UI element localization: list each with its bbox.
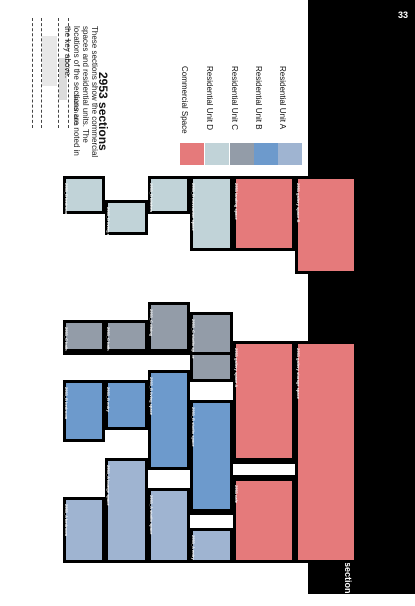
section-label-text: section 09 [343,562,353,606]
room: 2953_D mezzanine space [190,176,233,251]
body-line: locations of the sections are noted in [72,26,81,156]
room-label: 2953_B bedroom [64,387,69,420]
room-label: 2953_A lounge space [106,465,111,506]
key-block [42,36,57,86]
floor-slab [63,352,233,355]
room: 2953_B entry [105,380,148,430]
room-label: 2953 gallery space B [296,183,301,223]
body-line: the key above. [63,26,72,79]
room-label: 2953 gallery space A [234,348,239,388]
room-label: 2953_C bath [64,327,69,351]
room: 2953_C studio space [190,312,233,382]
legend-swatch [254,143,278,165]
page-number: 33 [397,10,408,20]
cut-line [32,18,35,128]
room: 2953 gallery space B [295,176,357,274]
cut-line [41,18,44,128]
legend-label: Commercial Space [180,66,189,134]
body-line: spaces and residential units. The [81,26,90,143]
key-block [59,58,67,100]
room: 2953 gallery storage space [295,341,357,563]
room-label: 2953_A studio space [149,495,154,535]
floor-gap [233,461,295,478]
room-label: 2953_A bedroom [64,504,69,537]
legend-swatch [230,143,254,165]
room: 2953_D kitchen [148,176,190,214]
room-label: 2953_B studio space [191,407,196,447]
room-label: 2953_D mezzanine space [191,183,196,231]
room-label: 2953 landing space [234,183,239,220]
cut-line [58,18,61,128]
room-label: 2953 cafe [234,485,239,504]
room: 2953_C bath [63,320,105,352]
room-label: 2953_C bath [106,327,111,351]
room: 2953_A bedroom [63,497,105,563]
room: 2953_D living space [105,200,148,245]
room: 2953 landing space [233,176,295,251]
room-label: 2953_D bedroom [64,183,69,216]
room-label: 2953_D living space [106,207,111,246]
room-label: 2953_B entry [106,387,111,412]
legend-label: Residential Unit B [254,66,263,130]
floor-slab [190,512,233,515]
room: 2953 cafe [233,478,295,563]
room: 2953_A studio space [148,488,190,563]
room: 2953_B studio space [190,400,233,512]
room: 2953_A entry [190,528,233,563]
room: 2953_B bedroom [63,380,105,442]
room: 2953 gallery space A [233,341,295,461]
room: 2953_C bath [105,320,148,352]
legend-label: Residential Unit D [205,66,214,131]
room-label: 2953_B living space [149,377,154,416]
room: 2953_D bedroom [63,176,105,216]
cut-line [68,18,71,128]
room: 2953_B living space [148,370,190,470]
legend-swatch [205,143,229,165]
legend-swatch [180,143,204,165]
legend-label: Residential Unit C [230,66,239,131]
legend-label: Residential Unit A [278,66,287,130]
room: 2953_A lounge space [105,458,148,563]
room: 2953_C dining [148,302,190,352]
room-label: 2953_C dining [149,309,154,337]
room-label: 2953 gallery storage space [296,348,301,399]
room-label: 2953_D kitchen [149,183,154,213]
section-label: section 09 [343,562,383,606]
room-label: 2953_A entry [191,535,196,560]
section-key [28,18,73,128]
body-line: These sections show the commercial [90,26,99,158]
legend-swatch [278,143,302,165]
